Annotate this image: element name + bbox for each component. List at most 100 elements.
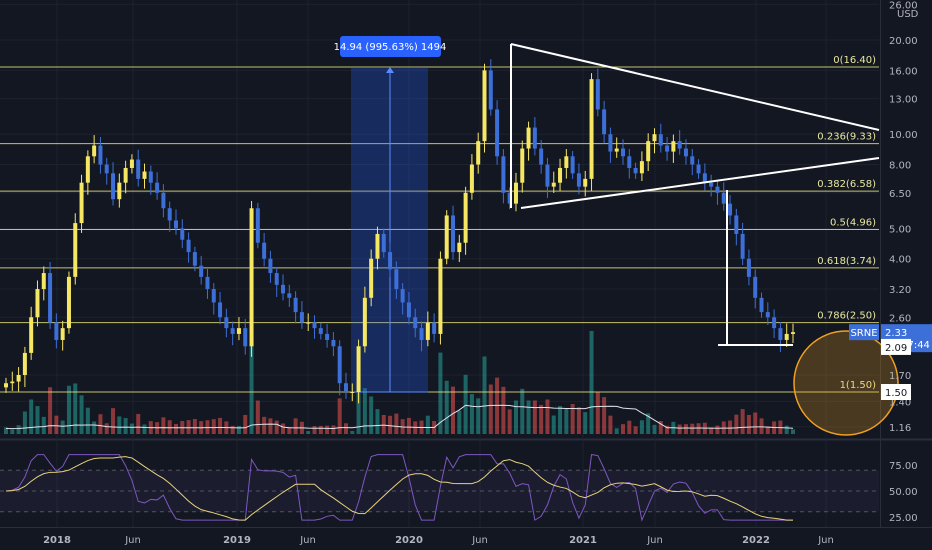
volume-bar [161,417,166,434]
volume-bar [92,421,97,434]
volume-bar [696,423,701,434]
candle-body [425,322,430,340]
y-tick-label: 3.20 [889,285,911,296]
candle-body [331,339,336,347]
volume-bar [236,425,241,434]
candle-body [306,322,311,324]
volume-bar [356,390,361,434]
x-tick-label: 2018 [43,535,71,546]
x-tick-label: Jun [817,535,834,546]
volume-bar [665,425,670,434]
volume-bar [621,424,626,434]
candle-body [22,352,27,375]
candle-body [765,312,770,318]
volume-bar [520,388,525,434]
axes: 26.00 20.00 16.00 13.00 10.00 8.00 6.50 5.00 4.0… [43,0,919,546]
trend-drawings [510,43,899,436]
candle-body [564,156,569,168]
volume-bar [715,425,720,434]
fib-label: 0.618(3.74) [817,256,876,267]
volume-bar [123,418,128,434]
candle-body [312,322,317,329]
volume-bar [564,408,569,434]
volume-bar [281,423,286,434]
volume-bar [765,426,770,434]
volume-bar [457,410,462,434]
volume-bar [312,426,317,434]
volume-bar [576,407,581,434]
volume-bar [740,409,745,434]
candle-body [784,333,789,340]
volume-bar [791,429,795,434]
volume-bar [451,386,456,434]
y-tick-label: 1.16 [889,423,911,434]
volume-bar [551,415,556,434]
candle-body [595,79,600,110]
volume-bar [759,418,764,434]
volume-bars [4,329,795,434]
volume-bar [545,399,550,434]
candle-body [16,374,21,382]
candle-body [614,148,619,152]
volume-bar [627,420,632,434]
x-tick-label: Jun [299,535,316,546]
candle-body [274,273,279,285]
candle-body [639,161,644,174]
fib-label: 1(1.50) [840,380,877,391]
x-tick-label: Jun [124,535,141,546]
symbol-tag: SRNE [850,328,877,339]
candle-body [463,192,468,243]
candle-body [287,293,292,298]
candle-body [444,215,449,259]
y-tick-label: 8.00 [889,161,911,172]
fib-label: 0.5(4.96) [830,217,876,228]
volume-bar [173,424,178,434]
y-tick-label: 4.00 [889,255,911,266]
volume-bar [728,420,733,434]
x-tick-label: Jun [471,535,488,546]
volume-bar [746,414,751,434]
y-tick-label: 26.00 [889,0,918,11]
candle-body [218,302,223,318]
rsi-ma-line [5,456,794,521]
volume-bar [73,383,78,434]
volume-bar [66,385,71,434]
candle-body [583,178,588,187]
candle-body [501,156,506,193]
volume-bar [117,416,122,434]
x-tick-label: 2019 [223,535,251,546]
volume-bar [558,406,563,434]
volume-bar [532,400,537,434]
candle-body [715,186,720,193]
candle-body [48,273,53,323]
measure-label: 14.94 (995.63%) 1494 [334,42,447,53]
volume-bar [608,415,613,434]
y-tick-label: 20.00 [889,36,918,47]
measure-label-bg [340,36,441,57]
candle-body [570,156,575,174]
candle-body [507,192,512,204]
y-tick-label: 2.60 [889,313,911,324]
volume-bar [734,414,739,434]
candle-body [356,346,361,392]
volume-bar [205,420,210,434]
candle-body [721,192,726,204]
volume-bar [35,406,40,434]
candle-body [205,276,210,290]
x-tick-label: 2020 [395,535,423,546]
candle-body [665,145,670,152]
y-tick-label: 1.40 [889,397,911,408]
volume-bar [350,431,355,434]
candle-body [495,109,500,157]
candle-body [293,297,298,313]
fib-label: 0.786(2.50) [817,311,876,322]
candle-body [746,258,751,277]
symbol-tag-bg [849,324,879,341]
x-tick-label: Jun [646,535,663,546]
y-tick-label: 16.00 [889,66,918,77]
volume-bar [54,415,59,434]
candle-body [381,233,386,253]
candle-body [350,392,355,393]
candle-body [136,159,141,179]
